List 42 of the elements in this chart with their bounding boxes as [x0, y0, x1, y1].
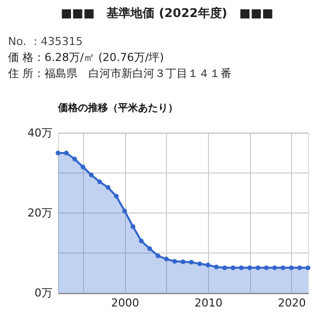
- text: No. ：435315: [8, 35, 83, 48]
- point: [130, 224, 136, 229]
- point: [272, 265, 278, 270]
- point: [247, 265, 252, 270]
- point: [256, 265, 260, 270]
- point: [56, 150, 60, 156]
- point: [164, 256, 169, 262]
- point: [306, 265, 310, 270]
- point: [138, 238, 144, 244]
- point: [197, 261, 202, 266]
- point: [114, 194, 119, 199]
- point: [172, 259, 178, 264]
- x-tick-label: 2000: [111, 296, 140, 310]
- y-tick-label: 40万: [28, 126, 52, 140]
- point: [180, 259, 186, 264]
- point: [64, 150, 69, 156]
- point: [122, 208, 128, 214]
- point: [238, 265, 244, 270]
- chart-subtitle: 価格の推移（平米あたり）: [57, 102, 178, 114]
- point: [222, 265, 228, 270]
- point: [214, 264, 219, 270]
- x-tick-label: 2020: [278, 296, 306, 310]
- point: [147, 246, 152, 251]
- point: [280, 265, 286, 270]
- point: [264, 265, 269, 270]
- point: [80, 164, 86, 170]
- x-tick-label: 2010: [194, 296, 222, 310]
- point: [297, 265, 302, 270]
- point: [206, 262, 210, 268]
- point: [106, 185, 110, 190]
- text: 価 格：6.28万/㎡ (20.76万/坪): [8, 51, 164, 64]
- point: [156, 253, 160, 258]
- chart-title: ■■■ 基準地価 (2022年度) ■■■: [60, 6, 274, 20]
- y-tick-label: 20万: [28, 206, 52, 220]
- y-tick-label: 0万: [34, 286, 52, 300]
- point: [188, 260, 194, 265]
- text: 住 所：福島県 白河市新白河３丁目１４１番: [8, 67, 232, 80]
- point: [72, 156, 78, 162]
- point: [88, 172, 94, 178]
- point: [288, 265, 294, 270]
- point: [230, 265, 236, 270]
- point: [97, 179, 102, 184]
